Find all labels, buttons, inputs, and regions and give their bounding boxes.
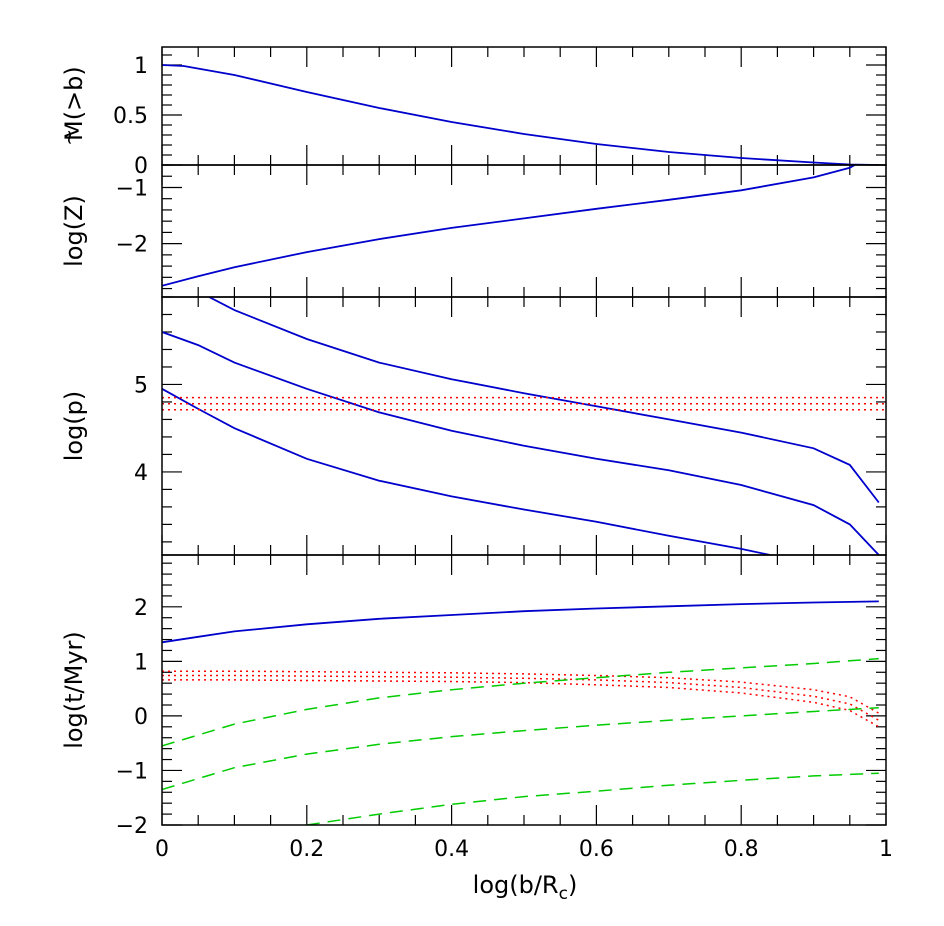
y-tick-label: 0.5 [113,104,148,129]
y-tick-label: −1 [116,176,148,201]
series-group [162,297,886,555]
y-tick-label: −2 [116,814,148,839]
y-axis-label-tilde: ~ [57,129,81,146]
series-group [162,165,857,287]
series-line-blue-solid [162,165,857,287]
series-line-blue-solid [162,64,879,165]
y-tick-label: −1 [116,759,148,784]
panel-time: −2 −1 0 1 2 log(t/Myr) [60,554,887,839]
x-tick-labels: 0 0.2 0.4 0.6 0.8 1 [155,837,893,862]
x-axis-label-main: log(b/R [473,871,559,899]
x-axis-label-close: ) [568,871,577,899]
panel-mass: 0 0.5 1 ~M(>b) [57,46,887,179]
x-tick-label: 0 [155,837,169,862]
y-tick-label: 4 [134,461,148,486]
y-axis-label: ~M(>b) [57,66,88,146]
series-line-blue-solid [208,297,880,504]
y-axis-label: log(p) [60,391,88,462]
panel-frame [161,46,887,166]
y-tick-label: 2 [134,596,148,621]
panel-pressure: 4 5 log(p) [60,296,887,556]
y-tick-label: −2 [116,233,148,258]
x-tick-label: 1 [879,837,893,862]
series-group [162,600,880,825]
x-tick-label: 0.8 [724,837,759,862]
y-axis-label: log(Z) [60,195,88,267]
panel-frame [161,554,887,826]
series-group [162,64,879,165]
series-line-green-dashed [306,772,879,825]
y-axis-label: log(t/Myr) [60,631,88,749]
panel-frame [161,164,887,298]
series-line-red-dotted [162,670,880,714]
series-line-green-dashed [162,657,879,747]
series-line-blue-solid [162,331,880,555]
series-line-blue-solid [162,600,879,644]
x-tick-label: 0.6 [579,837,614,862]
y-tick-label: 0 [134,705,148,730]
x-tick-label: 0.2 [289,837,324,862]
x-axis-label-subscript: c [559,884,568,904]
panel-frame [161,296,887,556]
x-tick-label: 0.4 [434,837,469,862]
y-axis-label-text: M(>b) [60,66,88,141]
series-line-blue-solid [162,388,771,555]
plot-panels: 00.51~M(>b)−2−1log(Z)45log(p)−2−1012log(… [57,46,887,839]
series-line-green-dashed [162,706,879,791]
y-tick-label: 5 [134,373,148,398]
y-tick-label: 0 [134,154,148,179]
x-axis-label: log(b/Rc) [473,871,578,904]
series-line-red-dotted [162,674,880,721]
series-line-red-dotted [162,679,880,728]
y-tick-label: 1 [134,54,148,79]
y-tick-label: 1 [134,650,148,675]
panel-metallicity: −2 −1 log(Z) [60,164,887,298]
